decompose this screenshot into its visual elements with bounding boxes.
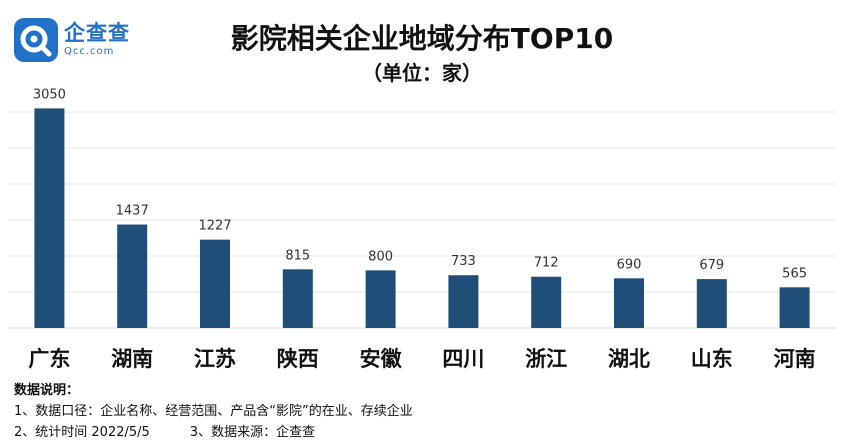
bar-4: [365, 270, 396, 328]
data-label-3: 815: [285, 248, 310, 263]
bar-2: [200, 239, 230, 328]
category-label-4: 安徽: [360, 347, 403, 371]
data-label-9: 565: [782, 266, 807, 281]
data-label-0: 3050: [33, 87, 66, 102]
category-label-2: 江苏: [194, 347, 236, 371]
bar-0: [34, 108, 65, 329]
bar-1: [117, 224, 148, 328]
category-label-3: 陕西: [277, 347, 319, 371]
category-label-5: 四川: [442, 347, 484, 371]
category-label-9: 河南: [774, 347, 816, 371]
category-label-1: 湖南: [111, 347, 153, 371]
chart-subtitle: （单位：家）: [362, 61, 482, 85]
data-label-2: 1227: [198, 219, 231, 234]
bar-5: [448, 275, 479, 328]
category-label-6: 浙江: [525, 347, 567, 371]
data-label-7: 690: [617, 257, 642, 272]
bar-6: [531, 276, 562, 328]
notes-heading: 数据说明：: [14, 383, 80, 398]
data-label-4: 800: [368, 249, 393, 264]
bar-7: [614, 278, 644, 328]
notes-line-1: 1、数据口径：企业名称、经营范围、产品含“影院”的在业、存续企业: [14, 404, 413, 419]
chart-title: 影院相关企业地域分布TOP10: [230, 22, 614, 55]
data-label-8: 679: [699, 258, 724, 273]
logo-name-cn: 企查查: [64, 20, 130, 45]
data-label-6: 712: [534, 256, 559, 271]
data-label-1: 1437: [116, 204, 149, 219]
qcc-logo-icon: [14, 18, 58, 62]
notes-line-2: 2、统计时间 2022/5/5: [14, 425, 150, 440]
bar-3: [282, 269, 313, 328]
notes-line-3: 3、数据来源：企查查: [189, 425, 316, 440]
logo-name-en: Qcc.com: [64, 45, 115, 57]
category-label-8: 山东: [691, 347, 733, 371]
category-label-7: 湖北: [608, 347, 650, 371]
bar-8: [696, 279, 727, 328]
bar-9: [779, 287, 810, 328]
data-label-5: 733: [451, 254, 476, 269]
category-label-0: 广东: [28, 347, 70, 371]
logo: 企查查 Qcc.com: [14, 18, 130, 62]
data-notes: 数据说明： 1、数据口径：企业名称、经营范围、产品含“影院”的在业、存续企业 2…: [14, 380, 413, 443]
